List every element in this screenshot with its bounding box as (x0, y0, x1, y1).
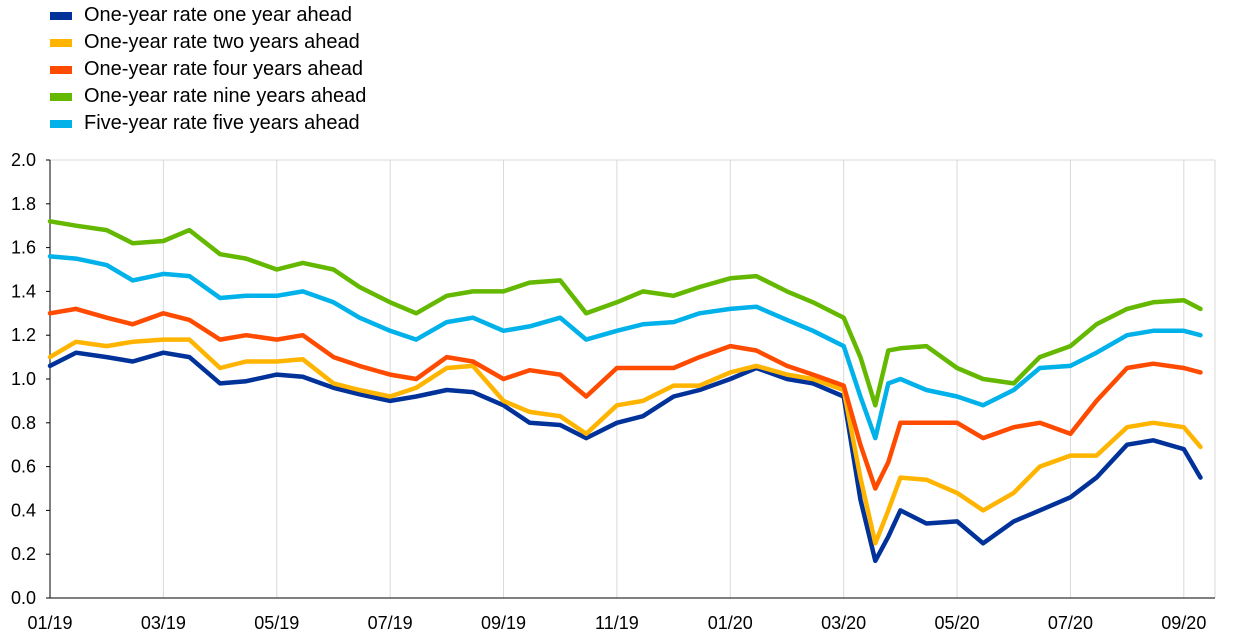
y-tick-label: 0.2 (11, 544, 36, 564)
x-tick-label: 11/19 (595, 613, 639, 633)
y-tick-label: 0.6 (11, 457, 36, 477)
series-line-1 (47, 350, 1203, 564)
series-line-2 (47, 337, 1203, 546)
legend: One-year rate one year ahead One-year rat… (50, 2, 366, 137)
y-tick-label: 0.0 (11, 588, 36, 608)
y-tick-label: 1.4 (11, 281, 36, 301)
series-line-3 (47, 306, 1203, 491)
legend-label: One-year rate four years ahead (84, 58, 364, 80)
y-tick-label: 1.8 (11, 194, 36, 214)
series-line-5 (47, 254, 1203, 441)
legend-label: One-year rate one year ahead (84, 4, 352, 26)
x-tick-label: 07/20 (1048, 613, 1093, 633)
legend-label: One-year rate two years ahead (84, 31, 360, 53)
legend-item: One-year rate nine years ahead (50, 83, 366, 110)
x-tick-label: 07/19 (368, 613, 413, 633)
legend-swatch (50, 92, 72, 101)
legend-item: One-year rate two years ahead (50, 29, 366, 56)
x-tick-label: 09/19 (481, 613, 526, 633)
legend-swatch (50, 11, 72, 20)
y-tick-label: 0.4 (11, 500, 36, 520)
y-tick-label: 0.8 (11, 413, 36, 433)
y-tick-label: 1.6 (11, 238, 36, 258)
legend-item: One-year rate one year ahead (50, 2, 366, 29)
series-line-4 (47, 219, 1203, 408)
x-tick-label: 03/19 (141, 613, 186, 633)
x-tick-label: 09/20 (1161, 613, 1206, 633)
y-tick-label: 1.2 (11, 325, 36, 345)
x-tick-label: 05/20 (935, 613, 980, 633)
y-tick-label: 2.0 (11, 150, 36, 170)
x-tick-label: 03/20 (821, 613, 866, 633)
x-tick-label: 01/20 (708, 613, 753, 633)
legend-label: One-year rate nine years ahead (84, 85, 367, 107)
y-tick-label: 1.0 (11, 369, 36, 389)
legend-label: Five-year rate five years ahead (84, 112, 360, 134)
legend-swatch (50, 65, 72, 74)
legend-item: One-year rate four years ahead (50, 56, 366, 83)
x-tick-label: 01/19 (27, 613, 72, 633)
legend-item: Five-year rate five years ahead (50, 110, 366, 137)
legend-swatch (50, 119, 72, 128)
legend-swatch (50, 38, 72, 47)
x-tick-label: 05/19 (254, 613, 299, 633)
